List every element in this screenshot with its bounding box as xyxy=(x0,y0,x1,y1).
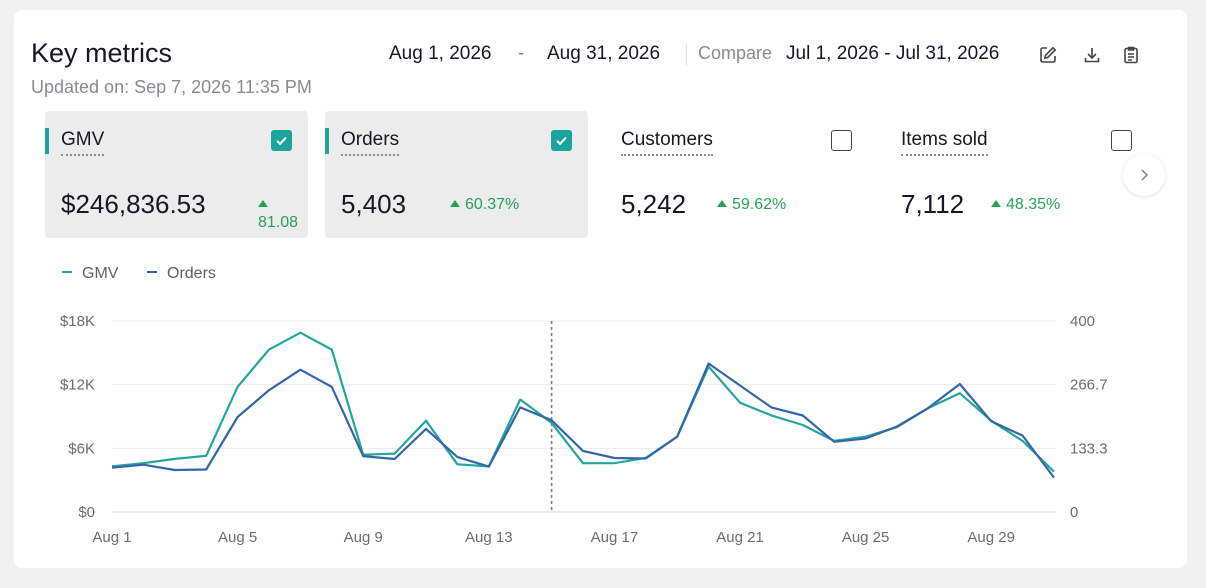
legend-gmv-label: GMV xyxy=(82,265,119,282)
metric-checkbox-orders[interactable] xyxy=(551,130,572,151)
up-arrow-icon xyxy=(991,200,1001,207)
compare-range[interactable]: Jul 1, 2026 - Jul 31, 2026 xyxy=(786,43,1000,64)
legend-orders-label: Orders xyxy=(167,265,216,282)
clipboard-icon[interactable] xyxy=(1121,45,1141,65)
updated-timestamp: Updated on: Sep 7, 2026 11:35 PM xyxy=(31,77,312,97)
check-icon xyxy=(276,136,287,146)
up-arrow-icon xyxy=(717,200,727,207)
compare-label: Compare xyxy=(698,43,773,63)
metric-tile-gmv[interactable]: GMV $246,836.53 81.08 xyxy=(45,111,308,238)
metric-checkbox-customers[interactable] xyxy=(831,130,852,151)
date-range-end[interactable]: Aug 31, 2026 xyxy=(547,43,661,64)
toolbar-divider xyxy=(686,44,687,66)
metric-tile-items-sold[interactable]: Items sold 7,112 48.35% xyxy=(885,111,1148,238)
metric-checkbox-items-sold[interactable] xyxy=(1111,130,1132,151)
date-range-separator: - xyxy=(518,43,525,64)
page-title: Key metrics xyxy=(31,38,173,68)
download-icon[interactable] xyxy=(1082,45,1102,65)
next-metrics-button[interactable] xyxy=(1123,154,1165,196)
metric-delta: 60.37% xyxy=(450,196,519,214)
metric-delta-value: 48.35% xyxy=(1006,196,1061,213)
metric-checkbox-gmv[interactable] xyxy=(271,130,292,151)
metric-tile-customers[interactable]: Customers 5,242 59.62% xyxy=(605,111,868,238)
metric-delta: 48.35% xyxy=(991,196,1060,214)
metric-active-bar xyxy=(325,128,329,154)
metric-tile-orders[interactable]: Orders 5,403 60.37% xyxy=(325,111,588,238)
metric-label: Customers xyxy=(621,129,713,156)
metric-value: 5,242 xyxy=(621,189,687,219)
check-icon xyxy=(556,136,567,146)
metric-label: Items sold xyxy=(901,129,988,156)
metric-value: 5,403 xyxy=(341,189,407,219)
metric-delta-value: 60.37% xyxy=(465,196,520,213)
metric-delta: 59.62% xyxy=(717,196,786,214)
metric-value: 7,112 xyxy=(901,189,965,219)
up-arrow-icon xyxy=(450,200,460,207)
metric-delta-value: 59.62% xyxy=(732,196,787,213)
legend-orders-swatch xyxy=(147,271,157,273)
metric-active-bar xyxy=(45,128,49,154)
metric-delta: 81.08 xyxy=(258,196,308,232)
metric-value: $246,836.53 xyxy=(61,189,206,219)
metric-label: GMV xyxy=(61,129,105,156)
edit-icon[interactable] xyxy=(1038,45,1058,65)
date-range-start[interactable]: Aug 1, 2026 xyxy=(389,43,492,64)
legend-orders[interactable]: Orders xyxy=(147,265,216,283)
legend-gmv[interactable]: GMV xyxy=(62,265,118,283)
metric-delta-value: 81.08 xyxy=(258,214,299,231)
up-arrow-icon xyxy=(258,200,268,207)
metric-label: Orders xyxy=(341,129,400,156)
legend-gmv-swatch xyxy=(62,271,72,273)
